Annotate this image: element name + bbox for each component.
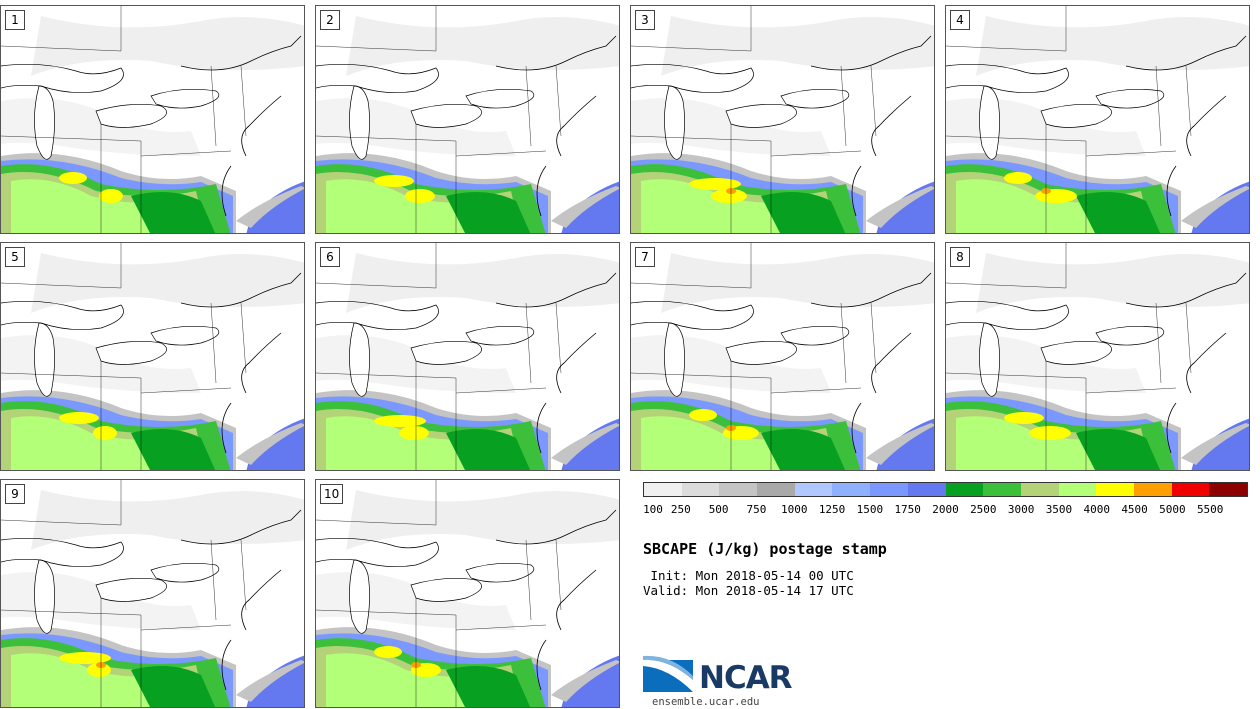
map-panel: 3 [630, 5, 935, 234]
colorbar-segment [1058, 483, 1097, 496]
colorbar-tick-label: 4000 [1083, 503, 1111, 516]
colorbar-tick-label: 250 [670, 503, 691, 516]
colorbar-tick-label: 1750 [894, 503, 921, 516]
member-number: 3 [635, 10, 655, 30]
member-number: 4 [950, 10, 970, 30]
colorbar-segment [1133, 483, 1172, 496]
map-panel: 9 [0, 479, 305, 708]
sbcape-map [1, 6, 304, 233]
colorbar-tick-label: 3000 [1007, 503, 1035, 516]
colorbar-segment [983, 483, 1021, 496]
member-number: 6 [320, 247, 340, 267]
sbcape-map [1, 480, 304, 707]
sbcape-map [946, 6, 1249, 233]
ncar-logo-text: NCAR [699, 660, 793, 696]
sbcape-map [631, 6, 934, 233]
colorbar-segment [1209, 483, 1247, 496]
colorbar-tick-label: 5500 [1196, 503, 1224, 516]
colorbar-tick-label: 5000 [1159, 503, 1186, 516]
colorbar-segment [832, 483, 871, 496]
colorbar-tick-label: 100 [643, 503, 663, 516]
sbcape-map [946, 243, 1249, 470]
member-number: 2 [320, 10, 340, 30]
colorbar-segment [681, 483, 720, 496]
colorbar-tick-labels: 100 250 500 750 1000 1250 1500 1750 2000 2500 3000… [643, 503, 1248, 517]
sbcape-map [316, 6, 619, 233]
sbcape-map [316, 480, 619, 707]
colorbar-segment [719, 483, 758, 496]
member-number: 1 [5, 10, 25, 30]
init-time: Init: Mon 2018-05-14 00 UTC [643, 568, 854, 583]
colorbar-segment [1171, 483, 1210, 496]
map-panel: 10 [315, 479, 620, 708]
map-panel: 7 [630, 242, 935, 471]
site-url: ensemble.ucar.edu [652, 696, 760, 708]
colorbar-tick-label: 2500 [970, 503, 997, 516]
map-panel: 6 [315, 242, 620, 471]
colorbar [643, 482, 1248, 497]
map-panel: 2 [315, 5, 620, 234]
member-number: 5 [5, 247, 25, 267]
colorbar-segment [1020, 483, 1059, 496]
map-panel: 8 [945, 242, 1250, 471]
colorbar-segment [644, 483, 682, 496]
member-number: 9 [5, 484, 25, 504]
colorbar-segment [907, 483, 946, 496]
member-number: 8 [950, 247, 970, 267]
colorbar-tick-label: 1500 [856, 503, 884, 516]
chart-title: SBCAPE (J/kg) postage stamp [643, 540, 887, 558]
colorbar-segment [1096, 483, 1134, 496]
ncar-logo-icon [643, 655, 693, 692]
map-panel: 5 [0, 242, 305, 471]
member-number: 10 [320, 484, 344, 504]
colorbar-segment [794, 483, 833, 496]
member-number: 7 [635, 247, 655, 267]
colorbar-segment [757, 483, 795, 496]
sbcape-map [631, 243, 934, 470]
map-panel: 1 [0, 5, 305, 234]
colorbar-segment [945, 483, 984, 496]
colorbar-tick-label: 1250 [818, 503, 846, 516]
colorbar-tick-label: 3500 [1045, 503, 1073, 516]
sbcape-map [1, 243, 304, 470]
sbcape-map [316, 243, 619, 470]
colorbar-tick-label: 1000 [781, 503, 808, 516]
map-panel: 4 [945, 5, 1250, 234]
colorbar-tick-label: 4500 [1121, 503, 1148, 516]
colorbar-segment [870, 483, 908, 496]
colorbar-tick-label: 500 [708, 503, 729, 516]
valid-time: Valid: Mon 2018-05-14 17 UTC [643, 583, 854, 598]
colorbar-tick-label: 2000 [932, 503, 959, 516]
colorbar-tick-label: 750 [746, 503, 767, 516]
